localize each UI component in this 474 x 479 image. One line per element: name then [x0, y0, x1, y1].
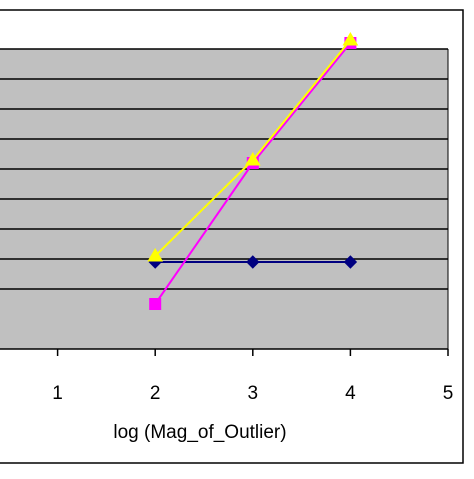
gridlines	[0, 48, 448, 290]
x-tick-label-1: 2	[150, 383, 161, 404]
series-2-point-2	[342, 32, 359, 46]
x-tick-label-2: 3	[248, 383, 259, 404]
x-tick-label-0: 1	[52, 383, 63, 404]
x-axis-ticks: 1 2 3 4 5	[52, 349, 453, 404]
series-0-point-2	[343, 255, 358, 269]
series-layer	[147, 32, 359, 310]
series-1-point-0	[149, 298, 162, 310]
series-0-point-1	[246, 255, 260, 269]
x-tick-label-3: 4	[345, 383, 356, 404]
series-2-point-0	[147, 248, 164, 262]
x-axis-label: log (Mag_of_Outlier)	[113, 422, 286, 443]
series-2-point-1	[244, 152, 261, 166]
x-tick-label-4: 5	[443, 383, 454, 404]
